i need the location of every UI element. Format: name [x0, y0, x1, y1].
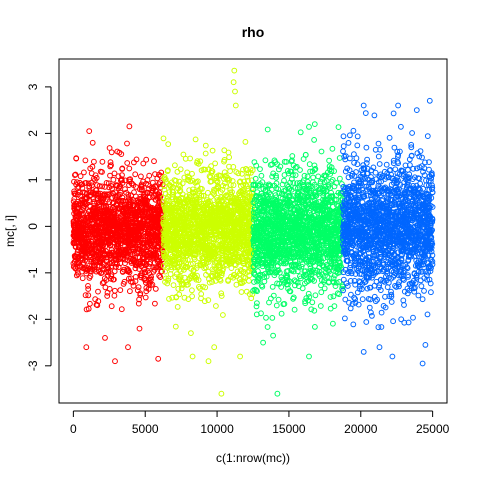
data-point — [106, 199, 113, 206]
data-point — [77, 173, 84, 180]
data-point — [151, 158, 157, 165]
data-point — [145, 182, 151, 188]
data-point — [107, 159, 114, 166]
data-point — [139, 270, 145, 277]
data-point — [75, 271, 81, 278]
data-point — [91, 158, 97, 165]
data-point — [85, 292, 92, 299]
data-point — [82, 292, 89, 299]
data-point — [118, 151, 125, 158]
data-point — [148, 274, 155, 280]
data-point — [95, 288, 101, 295]
data-point — [132, 171, 139, 178]
data-point — [81, 169, 87, 176]
data-point — [111, 170, 118, 177]
data-point — [87, 300, 93, 307]
data-point — [104, 293, 111, 299]
data-point — [99, 280, 106, 287]
data-point — [73, 155, 80, 162]
data-point — [95, 298, 102, 305]
data-point — [72, 171, 79, 178]
data-point — [135, 284, 142, 291]
data-point — [111, 276, 117, 283]
data-point — [85, 286, 92, 292]
data-point — [146, 282, 152, 289]
data-point — [106, 191, 113, 197]
data-point — [82, 157, 89, 164]
data-point — [110, 176, 117, 183]
series-1-points — [70, 123, 167, 365]
data-point — [118, 177, 125, 184]
data-point — [79, 275, 86, 282]
data-point — [77, 263, 84, 270]
data-point — [118, 306, 125, 313]
data-point — [129, 180, 135, 187]
data-point — [73, 272, 80, 279]
data-point — [99, 158, 106, 165]
data-point — [83, 270, 90, 277]
data-point — [124, 160, 131, 166]
data-point — [99, 169, 105, 175]
data-point — [126, 165, 133, 172]
data-point — [93, 259, 100, 265]
data-point — [108, 303, 115, 310]
data-point — [141, 266, 148, 273]
data-point — [94, 302, 101, 309]
data-point — [135, 300, 142, 307]
data-point — [149, 281, 156, 288]
data-point — [140, 160, 147, 167]
data-point — [121, 278, 128, 285]
data-point — [85, 283, 91, 289]
data-point — [116, 184, 123, 190]
data-point — [108, 162, 114, 169]
data-point — [132, 278, 139, 285]
data-point — [89, 163, 96, 170]
data-point — [130, 282, 137, 289]
data-point — [108, 149, 115, 156]
data-point — [152, 171, 158, 178]
data-point — [132, 274, 139, 280]
data-point — [112, 287, 118, 294]
data-point — [105, 272, 111, 279]
data-point — [122, 186, 128, 193]
data-point — [142, 294, 149, 301]
data-point — [106, 286, 113, 292]
data-points — [70, 67, 436, 397]
data-point — [79, 181, 86, 188]
data-point — [152, 286, 159, 292]
data-point — [117, 287, 124, 294]
data-point — [133, 156, 140, 163]
data-point — [115, 173, 122, 180]
data-point — [117, 189, 124, 196]
data-point — [126, 288, 133, 295]
data-point — [152, 300, 158, 307]
data-point — [124, 140, 130, 147]
data-point — [92, 172, 99, 179]
data-point — [72, 172, 78, 179]
data-point — [107, 172, 113, 179]
data-point — [146, 172, 153, 179]
data-point — [91, 263, 97, 270]
data-point — [89, 139, 96, 146]
data-point — [143, 156, 150, 163]
data-point — [129, 279, 136, 286]
data-point — [138, 173, 144, 180]
data-point — [132, 265, 139, 272]
data-point — [114, 261, 120, 268]
data-point — [99, 183, 105, 190]
data-point — [137, 290, 144, 297]
data-point — [119, 172, 125, 179]
data-point — [113, 264, 119, 270]
data-point — [93, 175, 100, 181]
data-point — [83, 180, 89, 186]
data-point — [86, 193, 93, 199]
data-point — [107, 163, 114, 170]
